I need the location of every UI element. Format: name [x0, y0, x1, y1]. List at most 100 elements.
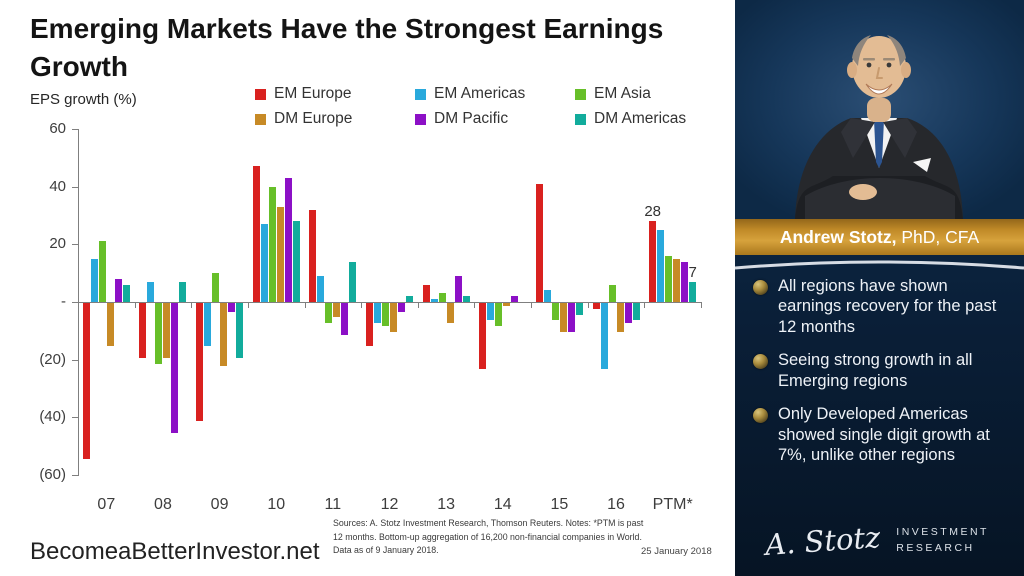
- x-axis-label-11: 11: [324, 496, 342, 513]
- bullet-item-1: All regions have shown earnings recovery…: [753, 276, 1011, 337]
- x-axis-tick: [701, 303, 702, 308]
- legend-item-em-americas: EM Americas: [415, 85, 575, 103]
- x-axis-label-15: 15: [550, 496, 569, 513]
- legend-item-em-europe: EM Europe: [255, 85, 415, 103]
- bar-dm-americas-08: [179, 281, 187, 302]
- legend-item-dm-europe: DM Europe: [255, 110, 415, 128]
- legend-swatch-icon: [255, 113, 266, 125]
- bar-dm-pacific-08: [171, 303, 179, 433]
- x-axis-tick: [644, 303, 646, 308]
- sources-note: Sources: A. Stotz Investment Research, T…: [333, 518, 644, 556]
- y-axis-tick: [72, 186, 78, 188]
- bar-em-americas-13: [430, 299, 438, 302]
- bar-em-americas-15: [543, 290, 551, 302]
- bar-dm-europe-08: [163, 303, 171, 358]
- bar-dm-europe-14: [503, 303, 511, 306]
- bar-dm-americas-16: [632, 303, 640, 321]
- bar-em-europe-PTM: [649, 221, 657, 302]
- bar-dm-europe-15: [559, 303, 567, 332]
- bar-em-europe-08: [139, 303, 147, 358]
- bar-em-americas-14: [487, 303, 495, 321]
- y-axis-label: -: [61, 293, 66, 310]
- x-axis-tick: [304, 303, 306, 308]
- bar-dm-europe-07: [106, 303, 114, 347]
- bar-annotation: 28: [644, 203, 662, 221]
- bar-dm-pacific-15: [567, 303, 575, 332]
- bar-em-asia-10: [268, 186, 276, 302]
- y-axis-label: 40: [49, 177, 66, 195]
- bar-em-asia-16: [608, 284, 616, 302]
- x-axis-tick: [474, 303, 476, 308]
- x-axis-tick: [361, 303, 363, 308]
- bar-dm-europe-13: [446, 303, 454, 324]
- bar-dm-americas-10: [292, 221, 300, 302]
- bar-em-americas-10: [260, 224, 268, 302]
- bar-dm-europe-09: [220, 303, 228, 367]
- y-axis-tick: [72, 475, 78, 476]
- x-axis-label-08: 08: [154, 496, 172, 513]
- y-axis-tick: [72, 129, 78, 130]
- bar-em-europe-13: [422, 284, 430, 302]
- x-axis-label-10: 10: [267, 496, 286, 513]
- bullet-sphere-icon: [753, 280, 768, 295]
- bar-annotation: 7: [688, 263, 697, 281]
- bullet-list: All regions have shown earnings recovery…: [753, 276, 1011, 479]
- legend-label: EM Americas: [434, 85, 526, 102]
- bar-dm-americas-11: [349, 261, 357, 302]
- brand-text: BecomeaBetterInvestor.net: [30, 538, 320, 565]
- bar-em-europe-14: [479, 303, 487, 370]
- bullet-item-3: Only Developed Americas showed single di…: [753, 404, 1011, 465]
- bar-em-americas-11: [317, 276, 325, 302]
- bullet-item-2: Seeing strong growth in all Emerging reg…: [753, 350, 1011, 391]
- bar-em-asia-08: [155, 303, 163, 364]
- bar-dm-europe-12: [390, 303, 397, 332]
- bar-em-europe-09: [196, 303, 204, 422]
- bar-em-europe-15: [535, 183, 543, 302]
- x-axis-label-12: 12: [380, 496, 399, 513]
- bar-em-americas-07: [90, 258, 98, 302]
- x-axis-label-09: 09: [210, 496, 229, 513]
- bar-dm-pacific-10: [284, 178, 292, 302]
- name-banner: Andrew Stotz, PhD, CFA: [735, 219, 1024, 255]
- bar-dm-americas-12: [406, 296, 413, 302]
- x-axis-tick: [587, 303, 589, 308]
- x-axis-tick: [78, 303, 79, 308]
- portrait-photo: [735, 0, 1024, 219]
- legend-label: EM Asia: [594, 85, 651, 102]
- bar-em-europe-07: [82, 303, 90, 459]
- y-axis-label: (20): [39, 350, 66, 368]
- bar-dm-pacific-13: [454, 276, 462, 302]
- bar-em-americas-08: [147, 281, 155, 302]
- bar-dm-americas-PTM: [689, 281, 697, 302]
- logo-wordmark: INVESTMENT RESEARCH: [896, 525, 989, 557]
- x-axis-tick: [247, 303, 249, 308]
- legend-swatch-icon: [575, 113, 586, 125]
- legend-item-dm-americas: DM Americas: [575, 110, 735, 128]
- bar-em-europe-16: [592, 303, 600, 309]
- swoosh-divider: [735, 260, 1024, 270]
- bar-dm-pacific-12: [398, 303, 405, 312]
- bar-dm-pacific-14: [511, 296, 519, 302]
- legend-item-dm-pacific: DM Pacific: [415, 110, 575, 128]
- y-axis-title: EPS growth (%): [30, 91, 137, 108]
- bar-dm-pacific-07: [114, 278, 122, 302]
- bar-dm-pacific-PTM: [681, 261, 689, 302]
- y-axis-label: (60): [39, 466, 66, 483]
- bar-dm-americas-09: [236, 303, 244, 358]
- x-axis-tick: [191, 303, 193, 308]
- legend-row-1: EM Europe EM Americas EM Asia: [255, 85, 735, 103]
- x-axis-line: [78, 302, 702, 303]
- legend-label: DM Europe: [274, 110, 353, 127]
- bar-dm-pacific-11: [341, 303, 349, 335]
- logo-script-text: A. Stotz: [763, 520, 882, 562]
- bar-dm-europe-11: [333, 303, 341, 318]
- bar-em-asia-12: [382, 303, 389, 327]
- bar-em-asia-14: [495, 303, 503, 327]
- x-axis-tick: [531, 303, 533, 308]
- bar-em-asia-PTM: [665, 255, 673, 302]
- y-axis-label: 60: [49, 120, 66, 137]
- x-axis-tick: [134, 303, 136, 308]
- y-axis-label: (40): [39, 408, 66, 426]
- legend-label: DM Pacific: [434, 110, 509, 127]
